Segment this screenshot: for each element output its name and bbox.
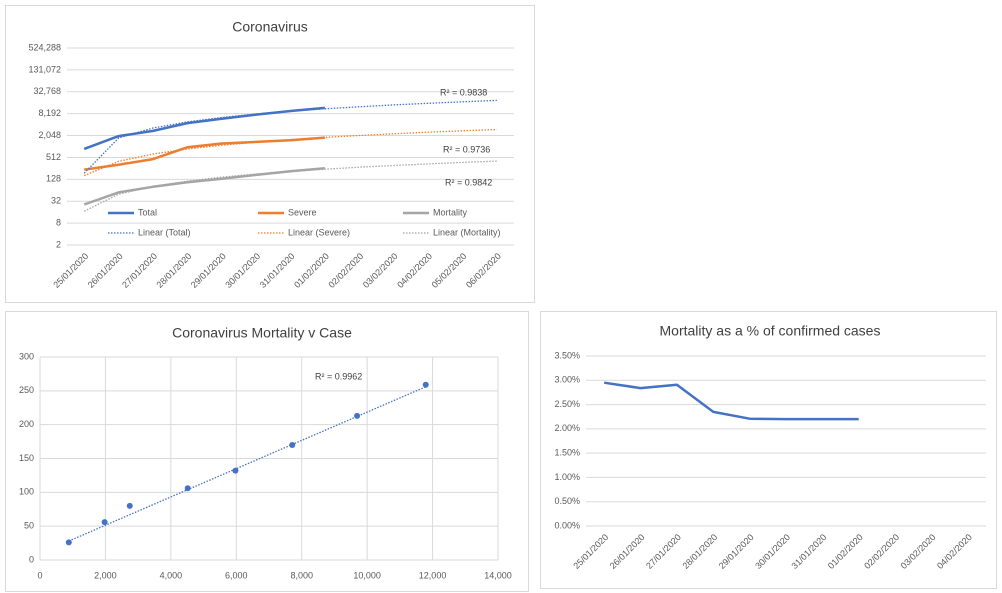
legend-label: Mortality: [433, 207, 468, 217]
annotation: R² = 0.9962: [315, 371, 362, 381]
y-tick-label: 128: [46, 174, 61, 184]
annotation: R² = 0.9736: [443, 144, 490, 154]
scatter-point: [126, 502, 133, 509]
series-line: [83, 106, 326, 151]
y-tick-label: 524,288: [28, 42, 61, 52]
x-tick-label: 6,000: [225, 570, 248, 580]
y-tick-label: 3.50%: [554, 350, 580, 360]
scatter-point: [184, 485, 191, 492]
series-line: [83, 128, 497, 177]
series-line: [604, 381, 859, 421]
y-tick-label: 8,192: [38, 108, 61, 118]
x-tick-label: 0: [37, 570, 42, 580]
chart-frame: [5, 5, 535, 303]
chart-title: Coronavirus Mortality v Case: [172, 325, 352, 341]
y-tick-label: 131,072: [28, 64, 61, 74]
y-tick-label: 150: [19, 453, 34, 463]
trendline: [68, 386, 426, 542]
y-tick-label: 0.50%: [554, 496, 580, 506]
legend-label: Linear (Total): [138, 227, 191, 237]
scatter-point: [232, 467, 239, 474]
annotation: R² = 0.9838: [440, 87, 487, 97]
y-tick-label: 100: [19, 487, 34, 497]
chart-title: Mortality as a % of confirmed cases: [660, 323, 881, 339]
y-tick-label: 2: [56, 239, 61, 249]
annotation: R² = 0.9842: [445, 177, 492, 187]
y-tick-label: 2,048: [38, 130, 61, 140]
x-tick-label: 12,000: [419, 570, 447, 580]
series-line: [83, 99, 497, 174]
x-tick-label: 4,000: [160, 570, 183, 580]
y-tick-label: 250: [19, 385, 34, 395]
y-tick-label: 2.50%: [554, 399, 580, 409]
y-tick-label: 0: [29, 554, 34, 564]
x-tick-label: 14,000: [484, 570, 512, 580]
series-line: [83, 166, 326, 206]
y-tick-label: 200: [19, 419, 34, 429]
chart-frame: [5, 311, 529, 592]
scatter-point: [65, 539, 72, 546]
y-tick-label: 1.00%: [554, 472, 580, 482]
legend-label: Severe: [288, 207, 317, 217]
legend-label: Linear (Mortality): [433, 227, 501, 237]
scatter-point: [289, 441, 296, 448]
x-tick-label: 10,000: [353, 570, 381, 580]
scatter-point: [101, 519, 108, 526]
scatter-point: [422, 381, 429, 388]
scatter-point: [354, 412, 361, 419]
y-tick-label: 2.00%: [554, 423, 580, 433]
legend-label: Total: [138, 207, 157, 217]
y-tick-label: 50: [24, 521, 34, 531]
x-tick-label: 8,000: [290, 570, 313, 580]
y-tick-label: 8: [56, 217, 61, 227]
chart-title: Coronavirus: [232, 19, 307, 35]
y-tick-label: 512: [46, 152, 61, 162]
y-tick-label: 32,768: [33, 86, 61, 96]
y-tick-label: 0.00%: [554, 520, 580, 530]
chart-frame: [540, 311, 997, 589]
y-tick-label: 32: [51, 196, 61, 206]
y-tick-label: 1.50%: [554, 448, 580, 458]
y-tick-label: 3.00%: [554, 375, 580, 385]
x-tick-label: 2,000: [94, 570, 117, 580]
y-tick-label: 300: [19, 351, 34, 361]
legend-label: Linear (Severe): [288, 227, 350, 237]
